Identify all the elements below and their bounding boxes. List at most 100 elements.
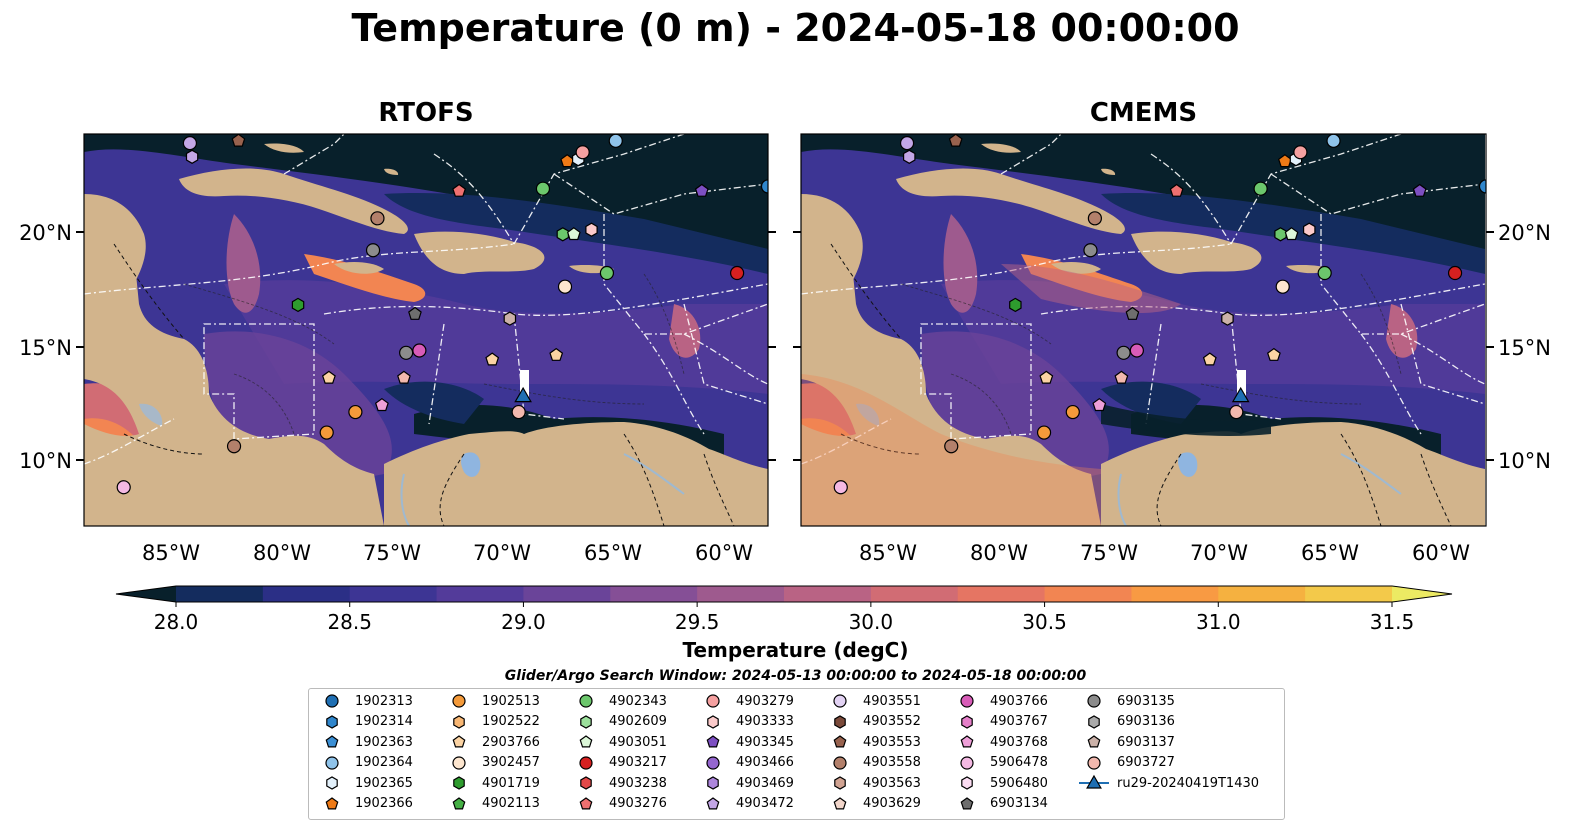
float-marker: [1083, 243, 1098, 258]
legend-item: 4903551: [825, 691, 921, 711]
float-marker: [348, 404, 363, 420]
float-marker: [694, 183, 709, 197]
float-marker: [1229, 404, 1244, 420]
legend-marker-icon: [579, 796, 593, 809]
legend-label: 4903466: [736, 755, 794, 770]
float-marker: [412, 343, 427, 358]
legend-marker-icon: [452, 796, 466, 809]
legend-marker-icon: [580, 776, 592, 790]
float-marker: [575, 145, 590, 160]
colorbar-segment: [697, 586, 785, 602]
legend-marker-icon: [960, 694, 974, 708]
float-marker: [902, 149, 916, 164]
legend-label: 6903135: [1117, 693, 1175, 709]
float-marker: [1317, 265, 1332, 281]
legend-label: 3902457: [482, 755, 540, 770]
legend-marker-icon: [1087, 755, 1101, 770]
legend-marker-icon: [706, 694, 720, 708]
lon-tick: 80°W: [253, 541, 311, 565]
legend-label: 4903768: [990, 734, 1048, 750]
float-marker: [226, 439, 242, 454]
legend-label: 5906478: [990, 755, 1048, 770]
legend-marker-icon: [707, 776, 719, 790]
float-marker: [1036, 425, 1052, 440]
float-marker: [535, 181, 551, 196]
legend-label: 4903552: [863, 714, 921, 729]
legend-label: 4903629: [863, 796, 921, 811]
legend-marker-icon: [706, 796, 720, 809]
colorbar-segment: [957, 586, 1046, 602]
legend-label: 4903766: [990, 693, 1048, 709]
legend-item: 4903051: [571, 732, 667, 752]
legend-item: 4903345: [698, 732, 794, 752]
legend-marker-icon: [452, 694, 466, 708]
float-marker: [1412, 183, 1427, 197]
legend-marker-icon: [579, 755, 593, 770]
legend-marker-icon: [833, 755, 847, 770]
colorbar-tick-label: 31.0: [1196, 610, 1241, 634]
lat-tick: 20°N: [19, 221, 72, 245]
rtofs-map: [84, 134, 768, 526]
legend-item: 1902364: [317, 753, 413, 773]
legend-item: 1902365: [317, 773, 413, 793]
legend-marker-icon: [325, 694, 339, 708]
float-marker: [116, 480, 131, 495]
lat-tick: 15°N: [1498, 336, 1551, 360]
colorbar-tick-label: 31.5: [1370, 610, 1415, 634]
legend-marker-icon: [580, 714, 592, 729]
legend-item: 4903238: [571, 773, 667, 793]
colorbar-extend-high: [1392, 586, 1452, 602]
cmems-float-markers: [833, 134, 1486, 495]
float-marker: [1087, 211, 1102, 226]
legend-label: 4901719: [482, 775, 540, 791]
legend-item: 1902313: [317, 691, 413, 711]
rtofs-float-markers: [116, 134, 768, 495]
legend-label: 4903558: [863, 755, 921, 770]
float-marker: [585, 222, 598, 237]
float-marker: [182, 136, 198, 151]
float-marker: [608, 134, 623, 148]
colorbar-segment: [262, 586, 351, 602]
legend-item: 4903466: [698, 753, 794, 773]
legend-label: 1902366: [355, 796, 413, 811]
legend-marker-icon: [707, 714, 719, 729]
legend-item: 4903766: [952, 691, 1048, 711]
legend-item: 5906480: [952, 773, 1048, 793]
colorbar-tick-label: 28.5: [327, 610, 372, 634]
legend-label: 2903766: [482, 734, 540, 750]
float-marker: [408, 306, 422, 320]
float-marker: [1125, 306, 1140, 320]
float-marker: [291, 297, 305, 313]
legend-item: 1902366: [317, 794, 413, 814]
legend-label: 6903136: [1117, 714, 1175, 729]
float-marker: [1114, 370, 1129, 384]
legend-item: 4903276: [571, 794, 667, 814]
legend-item: 6903135: [1079, 691, 1175, 711]
legend-item: 1902513: [444, 691, 540, 711]
legend-item: 4903469: [698, 773, 794, 793]
legend-item: 4903558: [825, 753, 921, 773]
float-marker: [556, 227, 570, 242]
float-marker: [1274, 227, 1287, 242]
lon-tick: 85°W: [142, 541, 200, 565]
legend-marker-icon: [453, 776, 465, 790]
lat-axis-right: 20°N 15°N 10°N: [1498, 221, 1551, 473]
legend-label: 1902313: [355, 693, 413, 709]
legend-marker-icon: [1087, 735, 1101, 748]
float-marker: [1275, 279, 1290, 294]
legend-item: 4902343: [571, 691, 667, 711]
float-marker: [1253, 181, 1268, 196]
colorbar-segment: [1218, 586, 1306, 602]
colorbar-segment: [523, 586, 611, 602]
legend-label: 4903553: [863, 734, 921, 750]
float-marker: [1202, 352, 1217, 366]
legend-marker-icon: [961, 714, 973, 729]
legend-marker-icon: [960, 796, 974, 809]
legend-label: 1902522: [482, 714, 540, 729]
colorbar-tick-label: 30.0: [849, 610, 894, 634]
legend-marker-icon: [960, 735, 974, 748]
legend-marker-icon: [326, 714, 338, 729]
search-window-note: Glider/Argo Search Window: 2024-05-13 00…: [504, 668, 1087, 684]
rtofs-lon-axis: 85°W 80°W 75°W 70°W 65°W 60°W: [142, 541, 753, 565]
colorbar-segment: [1305, 586, 1393, 602]
